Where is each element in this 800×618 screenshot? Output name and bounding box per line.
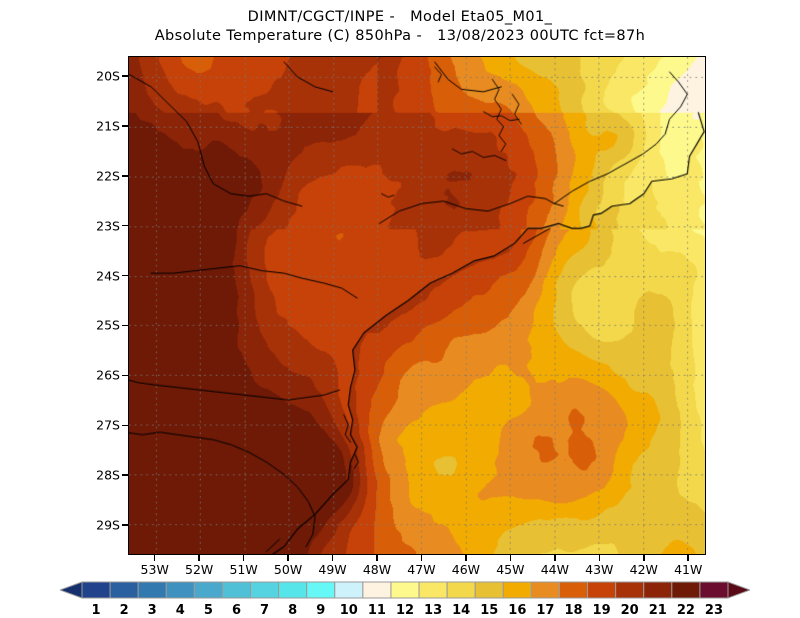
y-axis-tick-mark bbox=[122, 224, 128, 227]
x-axis-tick-label: 50W bbox=[273, 562, 303, 577]
x-axis-tick-mark bbox=[554, 555, 556, 561]
x-axis-tick-label: 41W bbox=[674, 562, 703, 577]
x-axis-tick-mark bbox=[376, 555, 378, 561]
x-axis-tick-label: 52W bbox=[184, 562, 214, 577]
x-axis-tick-label: 49W bbox=[318, 562, 347, 577]
map-plot-area bbox=[128, 56, 706, 555]
y-axis-tick-mark bbox=[122, 474, 128, 476]
colorbar-tick-label: 5 bbox=[203, 603, 213, 618]
chart-title-block: DIMNT/CGCT/INPE - Model Eta05_M01_ Absol… bbox=[0, 8, 800, 46]
x-axis-tick-label: 48W bbox=[362, 562, 392, 577]
colorbar-tick-label: 21 bbox=[648, 603, 667, 618]
colorbar-tick-label: 1 bbox=[91, 603, 101, 618]
x-axis-tick-label: 45W bbox=[496, 562, 525, 577]
y-axis-tick-label: 27S bbox=[96, 417, 120, 433]
y-axis-tick-label: 28S bbox=[96, 467, 120, 483]
y-axis-tick-label: 20S bbox=[96, 68, 120, 84]
x-axis-tick-label: 53W bbox=[140, 562, 169, 577]
chart-subtitle: Absolute Temperature (C) 850hPa - 13/08/… bbox=[154, 28, 646, 44]
colorbar-tick-label: 20 bbox=[620, 603, 639, 618]
colorbar-tick-label: 6 bbox=[231, 603, 241, 618]
colorbar-swatches bbox=[60, 581, 750, 599]
y-axis-tick-mark bbox=[122, 374, 128, 377]
y-axis-tick-mark bbox=[122, 175, 128, 177]
x-axis-tick-label: 46W bbox=[451, 562, 481, 577]
x-axis-tick-mark bbox=[242, 555, 245, 561]
colorbar-tick-label: 23 bbox=[704, 603, 723, 618]
x-axis-tick-mark bbox=[287, 555, 289, 561]
colorbar-tick-label: 22 bbox=[676, 603, 695, 618]
x-axis-tick-mark bbox=[153, 555, 156, 561]
colorbar-tick-label: 3 bbox=[147, 603, 157, 618]
colorbar-tick-label: 10 bbox=[339, 603, 358, 618]
colorbar-tick-label: 7 bbox=[260, 603, 270, 618]
x-axis-tick-mark bbox=[198, 555, 200, 561]
colorbar-tick-label: 19 bbox=[592, 603, 611, 618]
colorbar-tick-label: 16 bbox=[508, 603, 527, 618]
colorbar-tick-label: 8 bbox=[288, 603, 298, 618]
x-axis-tick-mark bbox=[643, 555, 645, 561]
y-axis-tick-label: 25S bbox=[96, 317, 120, 333]
y-axis-tick-label: 29S bbox=[96, 517, 120, 533]
y-axis-tick-mark bbox=[122, 125, 128, 127]
y-axis-tick-mark bbox=[122, 524, 128, 526]
y-axis-tick-label: 22S bbox=[96, 168, 120, 184]
page-title: DIMNT/CGCT/INPE - Model Eta05_M01_ bbox=[247, 9, 553, 25]
colorbar: 1 2 3 4 5 6 7 8 9 10 11 12 13 14 15 16 17 18 19 20 21 22 23 bbox=[60, 578, 750, 618]
y-axis-tick-label: 26S bbox=[96, 367, 120, 383]
x-axis-tick-mark bbox=[420, 555, 423, 561]
y-axis-tick-mark bbox=[122, 274, 128, 277]
x-axis-tick-mark bbox=[331, 555, 334, 561]
x-axis-tick-label: 47W bbox=[407, 562, 436, 577]
y-axis-tick-label: 23S bbox=[96, 218, 120, 234]
y-axis-tick-label: 24S bbox=[96, 268, 120, 284]
y-axis-tick-mark bbox=[122, 75, 128, 77]
x-axis-tick-label: 42W bbox=[629, 562, 658, 577]
y-axis-tick-mark bbox=[122, 424, 128, 426]
colorbar-tick-label: 14 bbox=[452, 603, 471, 618]
x-axis-tick-mark bbox=[598, 555, 601, 561]
colorbar-tick-label: 18 bbox=[564, 603, 583, 618]
x-axis-tick-label: 43W bbox=[585, 562, 614, 577]
colorbar-tick-label: 15 bbox=[480, 603, 499, 618]
colorbar-tick-label: 13 bbox=[424, 603, 443, 618]
colorbar-tick-label: 12 bbox=[395, 603, 415, 618]
y-axis-tick-label: 21S bbox=[96, 118, 120, 134]
temperature-heatmap-canvas bbox=[129, 57, 705, 554]
colorbar-tick-label: 4 bbox=[175, 603, 185, 618]
colorbar-tick-label: 17 bbox=[536, 603, 555, 618]
colorbar-tick-label: 2 bbox=[119, 603, 129, 618]
x-axis-tick-mark bbox=[465, 555, 467, 561]
x-axis-tick-mark bbox=[509, 555, 512, 561]
colorbar-tick-label: 11 bbox=[367, 603, 386, 618]
x-axis-tick-label: 51W bbox=[229, 562, 258, 577]
x-axis-tick-mark bbox=[687, 555, 689, 561]
y-axis-tick-mark bbox=[122, 324, 128, 327]
x-axis-tick-label: 44W bbox=[540, 562, 569, 577]
colorbar-tick-label: 9 bbox=[316, 603, 326, 618]
